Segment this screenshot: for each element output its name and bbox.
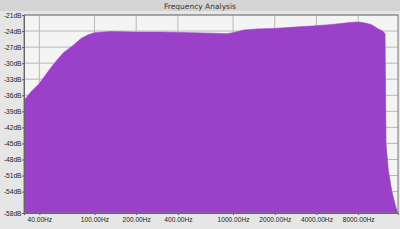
- y-tick-label: -54dB: [4, 188, 22, 195]
- x-tick: 100.00Hz: [81, 213, 109, 223]
- y-axis: -21dB -24dB -27dB -30dB -33dB -36dB -39dB -42dB…: [4, 12, 25, 217]
- x-tick-label: 100.00Hz: [81, 216, 109, 223]
- y-tick: -54dB: [4, 188, 24, 195]
- y-tick-label: -45dB: [4, 140, 22, 147]
- x-tick-label: 40.00Hz: [28, 216, 53, 223]
- y-tick-label: -48dB: [4, 156, 22, 163]
- x-tick: 200.00Hz: [123, 213, 151, 223]
- y-tick-label: -30dB: [4, 60, 22, 67]
- y-tick-label: -58dB: [4, 210, 22, 217]
- y-tick-label: -51dB: [4, 172, 22, 179]
- y-tick: -21dB: [4, 12, 24, 19]
- y-tick: -24dB: [4, 28, 24, 35]
- x-tick-label: 4000.00Hz: [301, 216, 333, 223]
- plot-background: [24, 15, 398, 213]
- y-tick-label: -39dB: [4, 108, 22, 115]
- y-tick: -58dB: [4, 210, 24, 217]
- x-tick: 8000.00Hz: [343, 213, 375, 223]
- x-tick-label: 1000.00Hz: [218, 216, 250, 223]
- x-tick: 1000.00Hz: [218, 213, 250, 223]
- y-tick-label: -27dB: [4, 44, 22, 51]
- marks: [24, 22, 398, 213]
- title-bar: [0, 0, 400, 11]
- x-tick-label: 200.00Hz: [123, 216, 151, 223]
- y-tick: -42dB: [4, 124, 24, 131]
- y-tick-label: -21dB: [4, 12, 22, 19]
- x-tick: 4000.00Hz: [301, 213, 333, 223]
- x-tick-label: 8000.00Hz: [343, 216, 375, 223]
- plot-frame: [24, 15, 398, 213]
- y-tick: -39dB: [4, 108, 24, 115]
- x-tick-label: 400.00Hz: [164, 216, 192, 223]
- y-tick: -30dB: [4, 60, 24, 67]
- y-tick-label: -42dB: [4, 124, 22, 131]
- x-tick-label: 2000.00Hz: [259, 216, 291, 223]
- x-tick: 2000.00Hz: [259, 213, 291, 223]
- x-tick: 400.00Hz: [164, 213, 192, 223]
- y-tick: -45dB: [4, 140, 24, 147]
- y-tick: -33dB: [4, 76, 24, 83]
- y-tick: -51dB: [4, 172, 24, 179]
- title: Frequency Analysis: [164, 2, 236, 11]
- y-tick: -36dB: [4, 92, 24, 99]
- plot: -21dB -24dB -27dB -30dB -33dB -36dB -39dB -42dB…: [4, 12, 399, 223]
- x-axis: 40.00Hz 100.00Hz 200.00Hz 400.00Hz 1000.00Hz…: [25, 213, 399, 223]
- spectrum-area: [24, 22, 398, 213]
- y-tick-label: -24dB: [4, 28, 22, 35]
- x-tick: 40.00Hz: [28, 213, 53, 223]
- grid: [24, 15, 398, 213]
- chart: Frequency Analysis -21dB -24dB -27dB -30dB -3…: [0, 0, 400, 229]
- y-tick: -27dB: [4, 44, 24, 51]
- y-tick-label: -36dB: [4, 92, 22, 99]
- y-tick-label: -33dB: [4, 76, 22, 83]
- y-tick: -48dB: [4, 156, 24, 163]
